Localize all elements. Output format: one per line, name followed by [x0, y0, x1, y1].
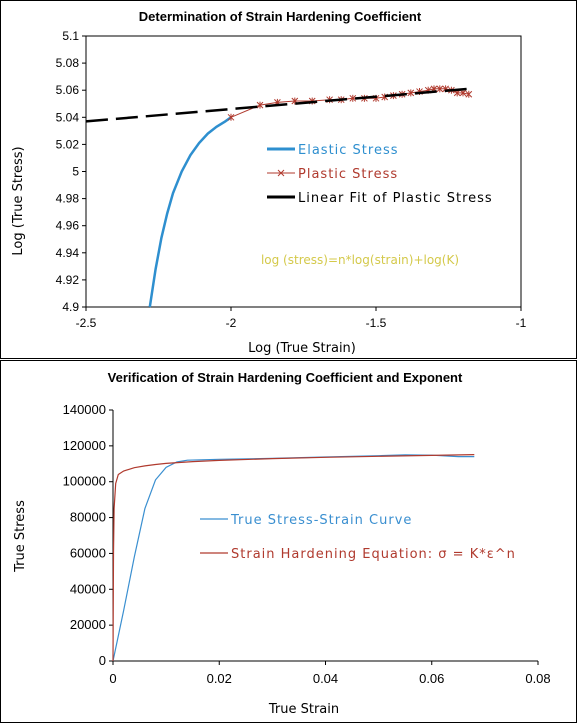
chart-1-y-tick-label: 4.94	[56, 246, 80, 260]
chart-1-series-2-point	[407, 89, 415, 97]
chart-2-x-tick-label: 0.04	[313, 671, 338, 686]
chart-2-x-tick-label: 0.08	[525, 671, 550, 686]
chart-1-y-tick-label: 5.06	[56, 83, 80, 97]
chart-1-legend-label: Linear Fit of Plastic Stress	[298, 191, 493, 206]
chart-1-x-tick-label: -1	[516, 316, 527, 330]
chart-1-x-axis-label: Log (True Strain)	[248, 341, 356, 356]
chart-1-y-tick-label: 5.08	[56, 56, 80, 70]
chart-2-y-tick-label: 40000	[70, 581, 106, 596]
chart-1-y-tick-label: 5.1	[62, 29, 79, 43]
chart-1-y-tick-label: 5.02	[56, 137, 80, 151]
chart-1-x-tick-label: -2	[226, 316, 237, 330]
chart-1-y-axis-label: Log (True Stress)	[11, 146, 26, 255]
chart-2-y-tick-label: 100000	[63, 474, 106, 489]
chart-2-frame	[0, 360, 577, 723]
chart-1-frame	[0, 0, 577, 359]
chart-2-y-axis-label: True Stress	[13, 500, 28, 573]
chart-2-legend-label: Strain Hardening Equation: σ = K*ε^n	[231, 547, 516, 562]
chart-2-x-tick-label: 0.06	[419, 671, 444, 686]
chart-1-title: Determination of Strain Hardening Coeffi…	[139, 9, 422, 24]
chart-1-series-2-point	[465, 90, 473, 98]
chart-2-series-1-line	[112, 454, 475, 662]
chart-1-series-2-point	[256, 101, 264, 109]
chart-1-legend: Elastic Stress Plastic Stress Linear Fit o…	[267, 143, 493, 206]
chart-2-y-tick-label: 140000	[63, 402, 106, 417]
chart-1-y-tick-label: 4.98	[56, 192, 80, 206]
chart-2-y-tick-label: 120000	[63, 438, 106, 453]
chart-1-x-tick-label: -2.5	[76, 316, 97, 330]
chart-1-y-tick-label: 4.96	[56, 219, 80, 233]
chart-1-y-tick-label: 4.9	[62, 300, 79, 314]
chart-2-y-tick-label: 0	[99, 653, 106, 668]
chart-1-series-2-point	[459, 89, 467, 97]
chart-2-plot-area: 0 20000 40000 60000 80000 100000 120000 140000 0…	[63, 402, 551, 686]
chart-1-y-tick-label: 5	[72, 165, 79, 179]
chart-2-x-axis-label: True Strain	[268, 702, 339, 717]
chart-2-title: Verification of Strain Hardening Coeffic…	[108, 370, 463, 385]
chart-1-plot-area: 4.9 4.92 4.94 4.96 4.98 5 5.02 5.04 5.06 5.08 5.1 -…	[56, 29, 527, 330]
chart-1-series-2-point	[227, 113, 235, 121]
chart-1-series-2-point	[436, 85, 444, 93]
chart-2-legend-label: True Stress-Strain Curve	[230, 513, 412, 528]
chart-2-x-tick-label: 0	[109, 671, 116, 686]
chart-1-legend-item-3: Linear Fit of Plastic Stress	[267, 191, 493, 206]
chart-1-series-1-line	[148, 116, 232, 308]
chart-2-series-2-line	[112, 454, 475, 662]
chart-2-y-tick-label: 80000	[70, 510, 106, 525]
chart-1-series-2-point	[349, 94, 357, 102]
chart-2-legend-item-2: Strain Hardening Equation: σ = K*ε^n	[200, 547, 516, 562]
chart-1-series-3-line	[85, 87, 469, 123]
chart-2-legend: True Stress-Strain Curve Strain Hardening…	[200, 513, 516, 562]
chart-2-y-tick-label: 20000	[70, 617, 106, 632]
chart-1-legend-item-2: Plastic Stress	[267, 167, 398, 182]
chart-1-x-tick-label: -1.5	[366, 316, 387, 330]
chart-1-y-tick-label: 5.04	[56, 110, 80, 124]
chart-1-y-tick-label: 4.92	[56, 273, 80, 287]
chart-2-x-tick-label: 0.02	[207, 671, 232, 686]
chart-1-legend-label: Plastic Stress	[298, 167, 398, 182]
chart-1-annotation: log (stress)=n*log(strain)+log(K)	[261, 253, 459, 267]
chart-2-y-tick-label: 60000	[70, 545, 106, 560]
chart-1-legend-item-1: Elastic Stress	[267, 143, 399, 158]
chart-1-legend-label: Elastic Stress	[298, 143, 399, 158]
chart-2-legend-item-1: True Stress-Strain Curve	[200, 513, 412, 528]
